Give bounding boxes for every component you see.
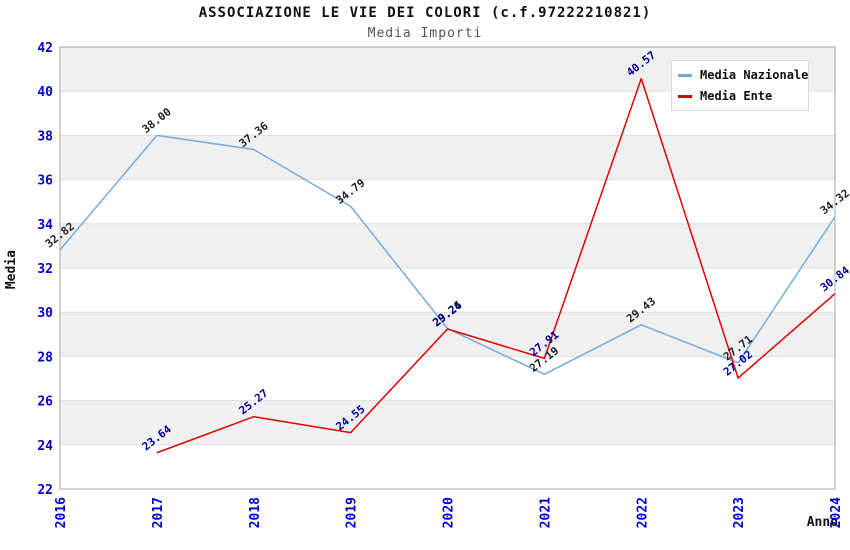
y-tick-label: 34 bbox=[37, 218, 53, 233]
x-tick-label: 2020 bbox=[442, 497, 457, 528]
y-tick-label: 24 bbox=[37, 439, 53, 454]
x-tick-label: 2024 bbox=[829, 497, 844, 528]
line-swatch-icon bbox=[678, 73, 692, 77]
x-tick-label: 2017 bbox=[151, 497, 166, 528]
data-label-media-nazionale: 34.79 bbox=[333, 176, 367, 207]
x-tick-label: 2021 bbox=[538, 497, 553, 528]
series-line-media-ente bbox=[156, 77, 836, 454]
grid-band bbox=[60, 223, 835, 268]
grid-band bbox=[60, 135, 835, 180]
legend-label: Media Nazionale bbox=[700, 68, 809, 82]
y-tick-label: 32 bbox=[37, 262, 53, 277]
grid-band bbox=[60, 400, 835, 445]
legend-item-media-ente: Media Ente bbox=[678, 89, 802, 103]
y-axis-title: Media bbox=[4, 250, 19, 290]
line-swatch-icon bbox=[678, 94, 692, 98]
legend-label: Media Ente bbox=[700, 89, 773, 103]
y-tick-label: 38 bbox=[37, 129, 53, 144]
grid-band bbox=[60, 312, 835, 357]
legend-box: Media Nazionale Media Ente bbox=[671, 60, 809, 111]
x-tick-label: 2018 bbox=[248, 497, 263, 528]
x-tick-label: 2016 bbox=[54, 497, 69, 528]
y-tick-label: 26 bbox=[37, 395, 53, 410]
data-label-media-nazionale: 38.00 bbox=[140, 105, 174, 136]
legend-item-media-nazionale: Media Nazionale bbox=[678, 68, 808, 82]
x-tick-label: 2022 bbox=[635, 497, 650, 528]
chart-subtitle: Media Importi bbox=[367, 26, 483, 41]
y-tick-label: 36 bbox=[37, 174, 53, 189]
y-tick-label: 30 bbox=[37, 306, 53, 321]
x-tick-label: 2023 bbox=[732, 497, 747, 528]
plot-border bbox=[59, 46, 836, 490]
x-axis-title: Anno bbox=[806, 515, 838, 530]
y-tick-label: 40 bbox=[37, 85, 53, 100]
x-tick-label: 2019 bbox=[345, 497, 360, 528]
data-label-media-nazionale: 34.32 bbox=[818, 187, 850, 218]
y-tick-label: 28 bbox=[37, 350, 53, 365]
y-tick-label: 42 bbox=[37, 41, 53, 56]
y-tick-label: 22 bbox=[37, 483, 53, 498]
chart-title: ASSOCIAZIONE LE VIE DEI COLORI (c.f.9722… bbox=[198, 5, 652, 21]
